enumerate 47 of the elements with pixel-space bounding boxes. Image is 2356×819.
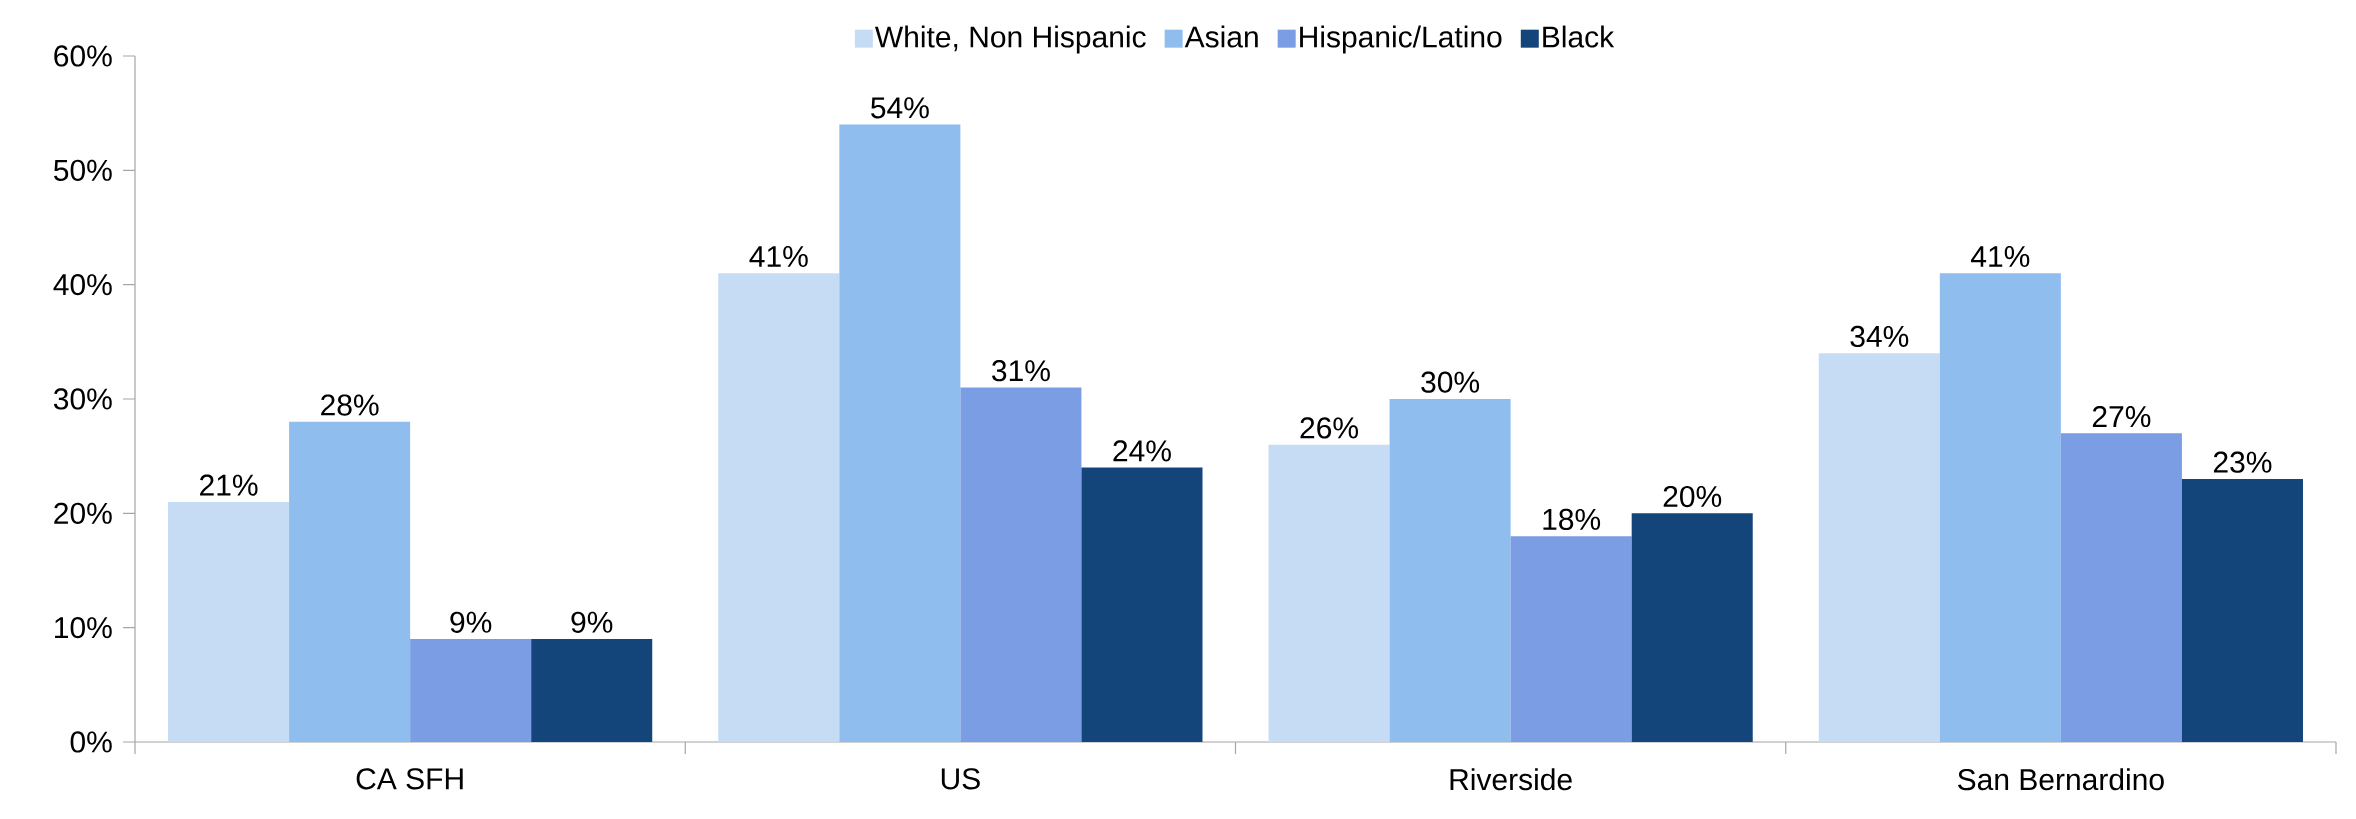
legend-label: Black (1543, 25, 1615, 48)
bar (1081, 467, 1203, 742)
bar (1268, 444, 1390, 742)
bar (168, 501, 290, 742)
y-tick-label: 30% (53, 388, 112, 410)
data-label: 41% (749, 246, 808, 268)
bar (1510, 536, 1632, 742)
bar (960, 387, 1082, 742)
y-tick-label: 20% (54, 502, 112, 524)
data-label: 21% (200, 474, 258, 496)
data-label: 9% (450, 611, 492, 633)
bar (1631, 513, 1753, 742)
bar (1939, 273, 2061, 742)
data-label: 18% (1543, 508, 1601, 530)
bar (1389, 398, 1511, 742)
y-tick-label: 10% (55, 617, 112, 639)
data-label: 23% (2213, 451, 2272, 473)
data-label: 41% (1971, 246, 2030, 268)
bar (289, 421, 411, 742)
bar (1818, 353, 1940, 742)
data-label: 54% (871, 97, 929, 119)
data-label: 20% (1663, 485, 1722, 508)
data-label: 9% (571, 611, 613, 633)
x-tick-label: Riverside (1450, 768, 1572, 791)
legend-label: White, Non Hispanic (874, 25, 1146, 54)
data-label: 31% (992, 360, 1050, 382)
y-tick-label: 40% (53, 274, 112, 296)
data-label: 27% (2092, 405, 2151, 428)
bar (531, 639, 653, 742)
bar (718, 273, 840, 742)
x-tick-label: San Bernardino (1958, 768, 2164, 791)
bar (410, 639, 532, 742)
x-tick-label: CA SFH (356, 768, 463, 790)
bar (2181, 479, 2303, 742)
data-label: 24% (1113, 440, 1171, 462)
data-label: 26% (1300, 417, 1358, 439)
data-label: 30% (1421, 371, 1480, 393)
legend-label: Hispanic/Latino (1300, 25, 1502, 54)
bar (2060, 433, 2182, 742)
x-tick-label: US (941, 768, 980, 790)
y-tick-label: 60% (54, 45, 112, 67)
y-tick-label: 0% (70, 731, 112, 753)
legend-label: Asian (1184, 25, 1258, 48)
y-tick-label: 50% (53, 159, 112, 181)
data-label: 34% (1850, 325, 1909, 348)
bar (839, 124, 961, 742)
data-label: 28% (321, 394, 379, 416)
